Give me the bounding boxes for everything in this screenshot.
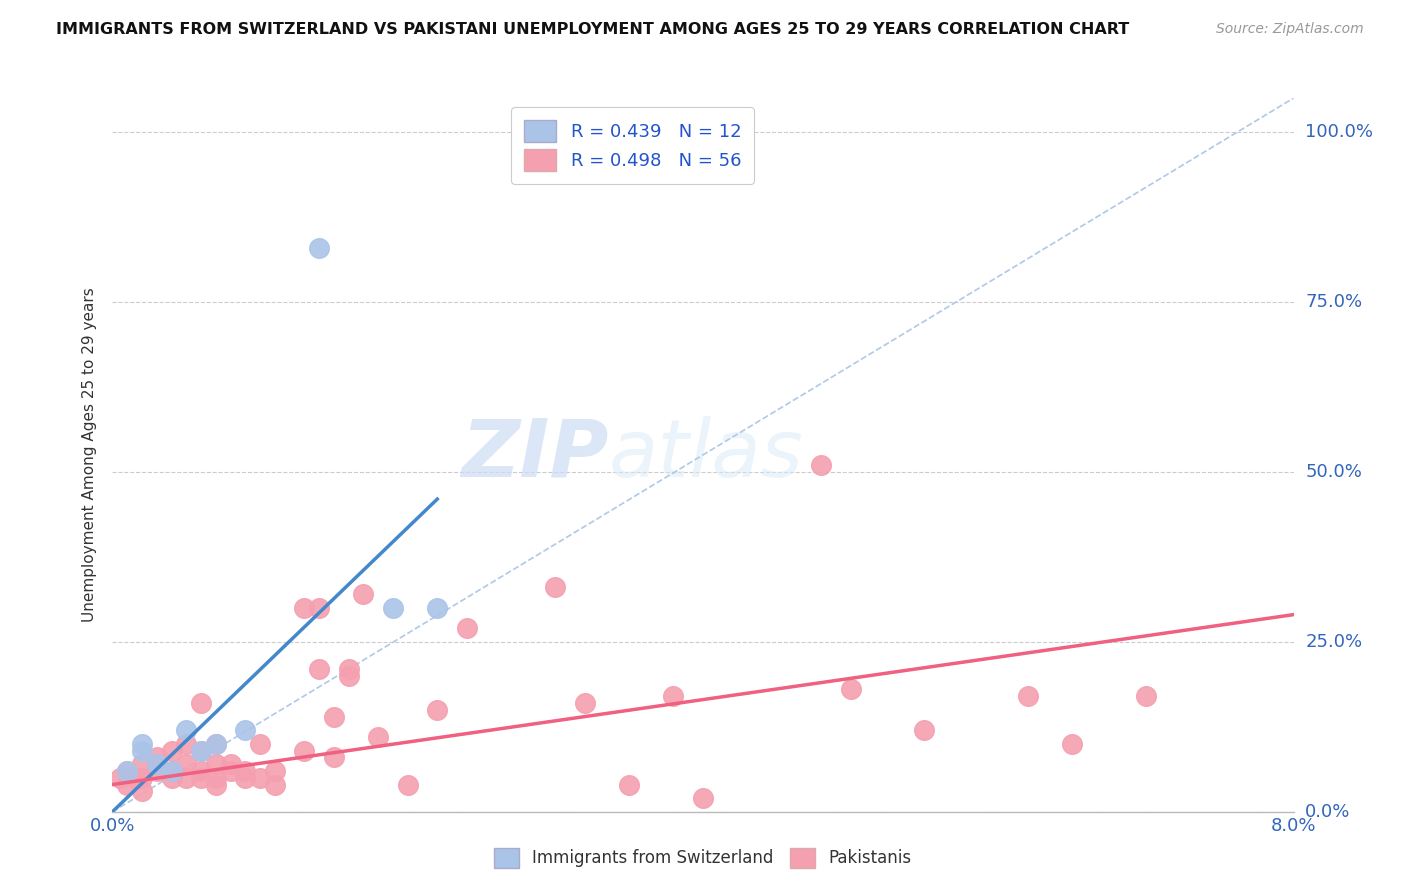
Point [264, 764, 287, 778]
Point [233, 771, 256, 785]
Point [205, 757, 228, 772]
Point [190, 743, 212, 757]
Point [117, 778, 138, 792]
Point [174, 737, 197, 751]
Point [205, 737, 228, 751]
Y-axis label: Unemployment Among Ages 25 to 29 years: Unemployment Among Ages 25 to 29 years [82, 287, 97, 623]
Point [233, 723, 256, 738]
Point [190, 764, 212, 778]
Point [323, 709, 346, 723]
Text: 75.0%: 75.0% [1305, 293, 1362, 311]
Point [839, 682, 862, 697]
Point [292, 600, 315, 615]
Point [544, 581, 567, 595]
Point [308, 600, 330, 615]
Point [160, 764, 183, 778]
Point [810, 458, 832, 472]
Point [352, 587, 374, 601]
Point [337, 662, 360, 676]
Text: atlas: atlas [609, 416, 803, 494]
Point [456, 621, 478, 635]
Point [1135, 689, 1157, 703]
Point [914, 723, 936, 738]
Point [619, 778, 641, 792]
Point [662, 689, 685, 703]
Point [367, 730, 389, 744]
Point [174, 723, 197, 738]
Point [382, 600, 405, 615]
Point [337, 669, 360, 683]
Point [117, 764, 138, 778]
Point [205, 771, 228, 785]
Point [396, 778, 419, 792]
Point [219, 757, 242, 772]
Point [692, 791, 714, 805]
Point [323, 750, 346, 764]
Point [249, 771, 271, 785]
Text: IMMIGRANTS FROM SWITZERLAND VS PAKISTANI UNEMPLOYMENT AMONG AGES 25 TO 29 YEARS : IMMIGRANTS FROM SWITZERLAND VS PAKISTANI… [56, 22, 1129, 37]
Point [174, 771, 197, 785]
Point [190, 771, 212, 785]
Point [146, 757, 169, 772]
Point [160, 764, 183, 778]
Point [308, 662, 330, 676]
Point [205, 778, 228, 792]
Point [146, 764, 169, 778]
Point [249, 737, 271, 751]
Point [264, 778, 287, 792]
Point [131, 737, 153, 751]
Point [426, 600, 449, 615]
Text: 100.0%: 100.0% [1305, 123, 1374, 141]
Point [117, 764, 138, 778]
Point [574, 696, 596, 710]
Point [292, 743, 315, 757]
Point [219, 764, 242, 778]
Point [1017, 689, 1039, 703]
Point [131, 757, 153, 772]
Point [131, 743, 153, 757]
Text: 0.0%: 0.0% [1305, 803, 1351, 821]
Text: Source: ZipAtlas.com: Source: ZipAtlas.com [1216, 22, 1364, 37]
Point [233, 764, 256, 778]
Point [190, 696, 212, 710]
Point [1062, 737, 1084, 751]
Legend: Immigrants from Switzerland, Pakistanis: Immigrants from Switzerland, Pakistanis [488, 841, 918, 875]
Text: ZIP: ZIP [461, 416, 609, 494]
Point [131, 784, 153, 798]
Point [160, 743, 183, 757]
Point [131, 771, 153, 785]
Point [124, 771, 146, 785]
Text: 50.0%: 50.0% [1305, 463, 1362, 481]
Point [205, 737, 228, 751]
Point [426, 703, 449, 717]
Text: 25.0%: 25.0% [1305, 632, 1362, 651]
Point [108, 771, 131, 785]
Point [146, 757, 169, 772]
Point [308, 241, 330, 255]
Point [174, 757, 197, 772]
Point [160, 771, 183, 785]
Point [190, 743, 212, 757]
Point [146, 750, 169, 764]
